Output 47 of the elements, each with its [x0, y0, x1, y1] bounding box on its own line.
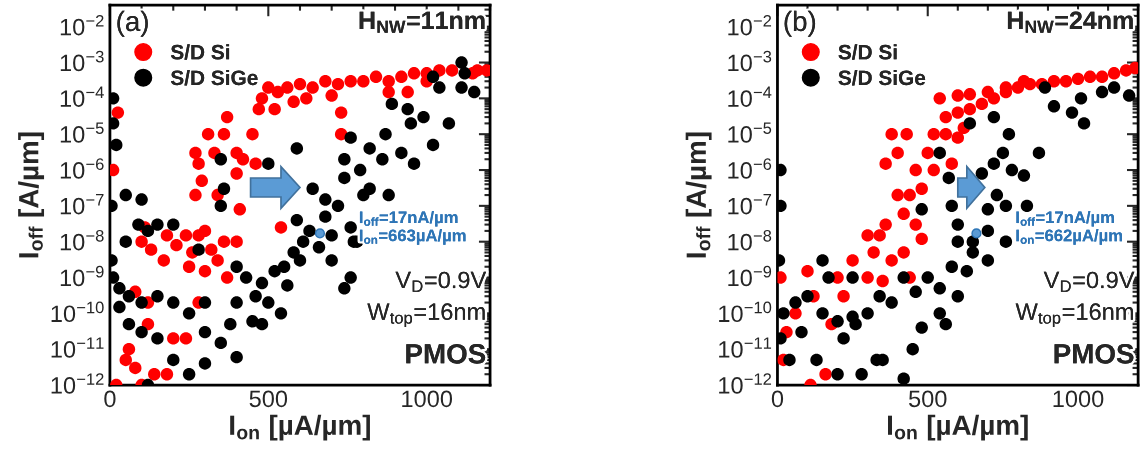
annotation: W$_{top}$=16nm [1015, 303, 1133, 327]
legend-label: S/D Si [838, 44, 897, 60]
y-axis-title: I$_{off}$ [A/µm] [685, 132, 712, 258]
y-tick-label: 10$^{−3}$ [728, 50, 772, 72]
y-tick-label: 10$^{−7}$ [728, 194, 772, 215]
x-tick-label: 500 [249, 390, 288, 408]
legend-label: S/D SiGe [170, 69, 258, 86]
x-tick-label: 1000 [1053, 390, 1104, 408]
y-tick-label: 10$^{−5}$ [728, 122, 772, 143]
annotation: W$_{top}$=16nm [367, 303, 485, 327]
annotation: (a) [117, 10, 148, 37]
annotation: H$_{NW}$=24nm [1007, 11, 1133, 33]
y-tick-label: 10$^{−10}$ [719, 301, 772, 323]
y-tick-label: 10$^{−9}$ [728, 265, 772, 287]
y-tick-label: 10$^{−4}$ [728, 86, 772, 107]
annotation: V$_{D}$=0.9V [1043, 271, 1135, 292]
y-tick-label: 10$^{−11}$ [51, 337, 104, 358]
y-tick-label: 10$^{−2}$ [60, 14, 104, 36]
annotation: I$_{off}$=17nA/µm I$_{on}$=662µA/µm [1016, 210, 1122, 245]
annotation: PMOS [406, 343, 486, 364]
annotation: I$_{off}$=17nA/µm I$_{on}$=663µA/µm [359, 210, 466, 245]
x-axis-title: I$_{on}$ [µA/µm] [230, 414, 370, 441]
y-axis-title: I$_{off}$ [A/µm] [18, 132, 45, 258]
y-tick-label: 10$^{−11}$ [719, 337, 772, 358]
annotation: V$_{D}$=0.9V [395, 271, 487, 292]
x-axis-title: I$_{on}$ [µA/µm] [887, 414, 1028, 441]
y-tick-label: 10$^{−5}$ [60, 122, 104, 143]
y-tick-label: 10$^{−6}$ [60, 158, 104, 179]
annotation: H$_{NW}$=11nm [359, 11, 485, 33]
legend-label: S/D Si [170, 44, 230, 60]
y-tick-label: 10$^{−8}$ [60, 229, 104, 251]
annotation: (b) [784, 10, 816, 37]
y-tick-label: 10$^{−9}$ [60, 265, 104, 287]
x-tick-label: 0 [771, 390, 784, 408]
y-tick-label: 10$^{−10}$ [51, 301, 104, 323]
x-tick-label: 1000 [402, 390, 453, 408]
y-tick-label: 10$^{−8}$ [728, 229, 772, 251]
x-tick-label: 0 [104, 390, 116, 408]
y-tick-label: 10$^{−3}$ [60, 50, 104, 72]
y-tick-label: 10$^{−12}$ [719, 373, 772, 394]
legend-label: S/D SiGe [838, 69, 926, 86]
y-tick-label: 10$^{−6}$ [728, 158, 772, 179]
x-tick-label: 500 [908, 390, 947, 408]
y-tick-label: 10$^{−12}$ [51, 373, 104, 394]
y-tick-label: 10$^{−2}$ [728, 14, 772, 36]
y-tick-label: 10$^{−4}$ [60, 86, 104, 107]
y-tick-label: 10$^{−7}$ [60, 194, 104, 215]
